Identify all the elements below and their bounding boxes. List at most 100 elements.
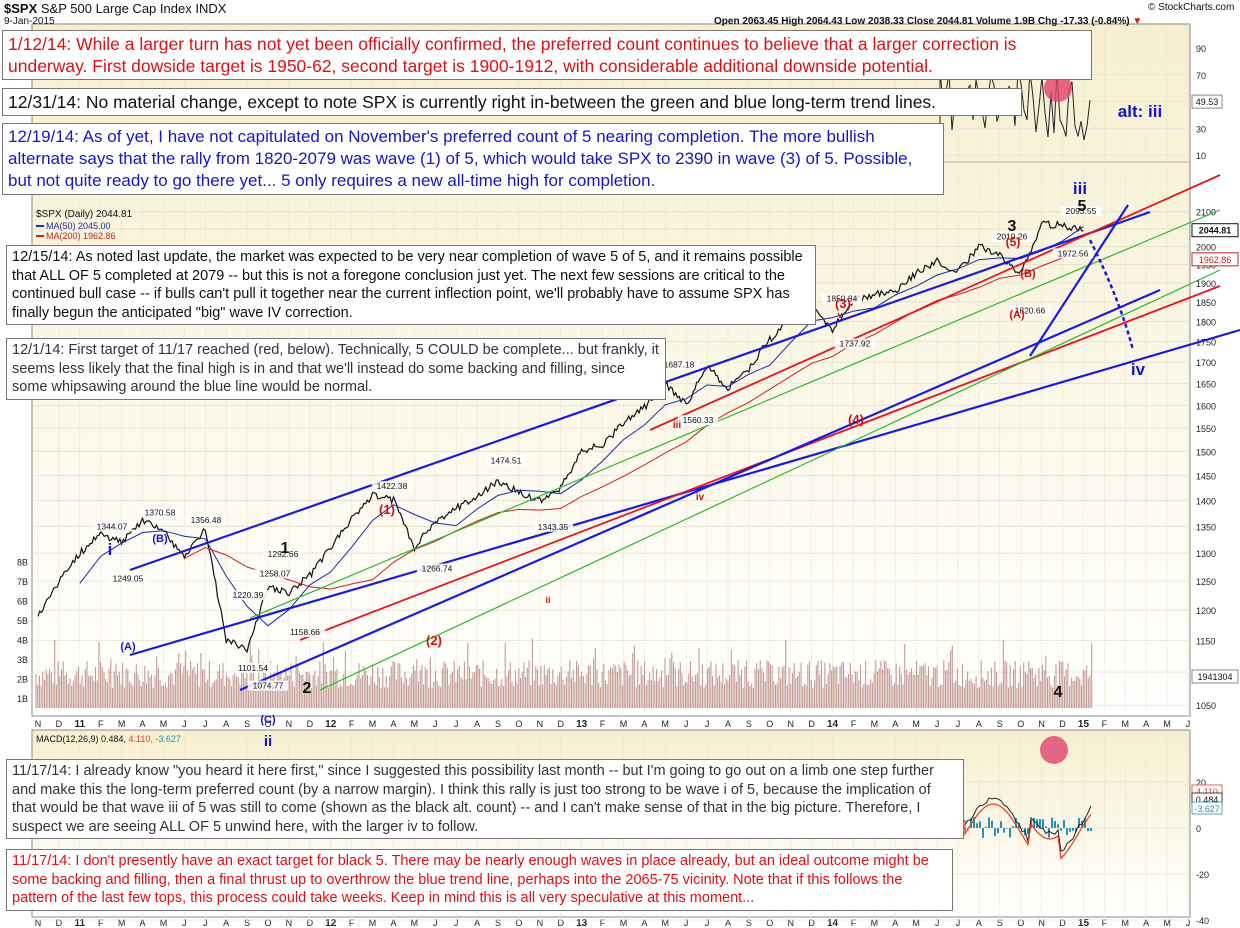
wave-label-1: 1 (281, 540, 290, 557)
price-label-bg (371, 481, 413, 492)
price-label-bg (227, 590, 269, 601)
month-label: A (976, 719, 982, 729)
wave-label-4: (4) (848, 412, 864, 427)
price-tick-label: 1600 (1196, 401, 1216, 411)
price-label: 1687.18 (664, 360, 695, 370)
price-label: 1258.07 (260, 568, 291, 578)
wave-label-A: (A) (1009, 309, 1025, 321)
header-name: S&P 500 Large Cap Index (40, 1, 192, 16)
price-label-bg (91, 521, 133, 532)
month-label: M (160, 719, 168, 729)
month-label: N (787, 719, 794, 729)
axis-badge-label: 1941304 (1197, 672, 1232, 682)
price-label-bg (1009, 305, 1051, 316)
month-label: M (369, 918, 377, 928)
header-ohlc: Open 2063.45 High 2064.43 Low 2038.33 Cl… (714, 16, 1130, 27)
month-label: O (1017, 719, 1024, 729)
wave-label-v: v (837, 310, 842, 320)
month-label: M (118, 918, 126, 928)
wave-label-i: i (108, 540, 113, 559)
month-label: 12 (325, 719, 337, 730)
annotation-1-12-14: 1/12/14: While a larger turn has not yet… (2, 30, 1092, 80)
indicator-badge (1191, 94, 1223, 109)
month-label: M (871, 719, 879, 729)
legend-ma200: MA(200) 1962.86 (46, 231, 116, 241)
price-label: 1292.66 (268, 549, 299, 559)
price-label: 1850.84 (827, 294, 858, 304)
price-tick-label: 1200 (1196, 606, 1216, 616)
month-label: M (1122, 719, 1130, 729)
month-label: A (390, 719, 396, 729)
wave-label-3: 3 (1008, 218, 1017, 235)
indicator-tick-label: 30 (1196, 124, 1206, 134)
price-tick-label: 1500 (1196, 447, 1216, 457)
wave-label-1: (1) (379, 502, 395, 517)
wave-label-iv: iv (1131, 360, 1146, 379)
month-label: J (956, 918, 961, 928)
month-label: A (223, 918, 229, 928)
wave-label-iv: iv (696, 492, 705, 503)
price-label-bg (262, 549, 304, 560)
price-label-bg (139, 507, 181, 518)
month-label: M (1122, 918, 1130, 928)
month-label: M (160, 918, 168, 928)
month-label: J (705, 918, 710, 928)
month-label: M (118, 719, 126, 729)
month-label: N (286, 719, 293, 729)
month-label: M (620, 918, 628, 928)
month-label: J (433, 918, 438, 928)
volume-tick-label: 7B (17, 577, 28, 587)
price-label: 1158.66 (290, 627, 320, 637)
wave-label-3: (3) (835, 296, 851, 311)
price-label-bg (254, 568, 296, 579)
price-label: 1343.35 (538, 522, 569, 532)
annotation-12-31-14: 12/31/14: No material change, except to … (2, 88, 1022, 116)
volume-tick-label: 5B (17, 616, 28, 626)
month-label: 11 (75, 719, 86, 730)
month-label: J (705, 719, 710, 729)
annotation-12-1-14: 12/1/14: First target of 11/17 reached (… (6, 338, 666, 400)
price-tick-label: 1050 (1196, 701, 1216, 711)
month-label: O (264, 719, 271, 729)
ma50-series (79, 226, 1084, 627)
month-label: A (140, 719, 146, 729)
price-label: 1737.92 (840, 338, 871, 348)
wave-label-iii: iii (1073, 179, 1087, 198)
wave-label-4: 4 (1054, 684, 1063, 701)
price-tick-label: 1650 (1196, 379, 1216, 389)
macd-tick-label: -20 (1196, 870, 1209, 880)
month-label: J (684, 719, 689, 729)
price-tick-label: 1800 (1196, 317, 1216, 327)
month-label: N (35, 719, 42, 729)
wave-label-altiii: alt: iii (1118, 102, 1162, 121)
macd-badge-label: -3.627 (1194, 804, 1220, 814)
trend-line (319, 269, 1221, 691)
month-label: N (537, 918, 544, 928)
price-label-bg (834, 338, 876, 349)
month-label: 14 (827, 918, 839, 928)
macd-series (964, 797, 1092, 852)
month-label: O (766, 918, 773, 928)
price-label: 1344.07 (97, 521, 128, 531)
indicator-highlight (1044, 74, 1072, 102)
price-tick-label: 1400 (1196, 496, 1216, 506)
month-label: N (537, 719, 544, 729)
month-label: A (892, 719, 898, 729)
price-label-bg (232, 663, 274, 674)
month-label: 11 (75, 918, 86, 928)
month-label: O (515, 918, 522, 928)
macd-tick-label: 0 (1196, 824, 1201, 834)
volume-tick-label: 4B (17, 636, 28, 646)
price-label: 1266.74 (422, 564, 453, 574)
price-label-bg (1060, 205, 1102, 216)
month-label: D (1059, 918, 1066, 928)
header-exchange: INDX (195, 1, 227, 16)
price-tick-label: 2100 (1196, 208, 1216, 218)
month-label: S (997, 719, 1003, 729)
price-label: 1820.66 (1015, 305, 1046, 315)
month-label: 14 (827, 719, 839, 730)
price-label-bg (247, 680, 289, 691)
price-label-bg (821, 293, 863, 304)
wave-label-iii: iii (673, 420, 682, 431)
trend-line (249, 209, 1221, 619)
